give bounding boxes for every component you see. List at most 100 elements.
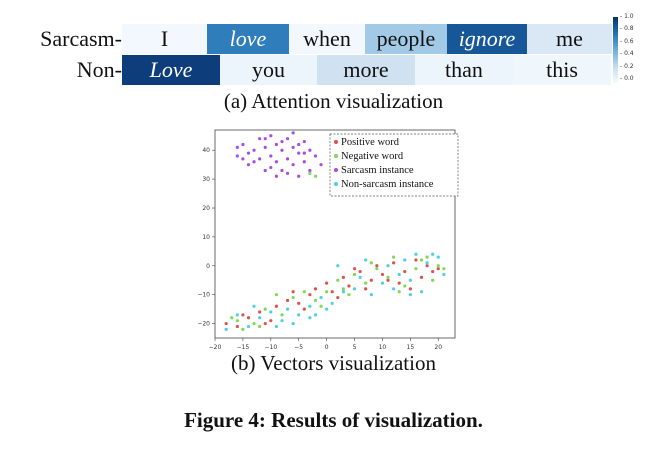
scatter-point xyxy=(274,142,278,147)
scatter-point xyxy=(235,319,239,323)
attention-word-cell: this xyxy=(513,55,611,85)
scatter-point xyxy=(297,301,301,305)
scatter-point xyxy=(224,321,228,326)
scatter-point xyxy=(403,269,407,274)
scatter-point xyxy=(408,293,412,297)
x-tick-label: 0 xyxy=(325,344,329,351)
scatter-point xyxy=(252,160,256,164)
scatter-point xyxy=(280,148,284,152)
scatter-point xyxy=(280,313,284,317)
scatter-point xyxy=(291,295,295,300)
scatter-point xyxy=(392,261,396,265)
x-tick-label: −20 xyxy=(209,344,222,351)
scatter-point xyxy=(442,272,446,277)
scatter-point xyxy=(397,290,401,294)
scatter-point xyxy=(224,327,228,331)
scatter-point xyxy=(325,281,329,285)
y-tick-label: 20 xyxy=(202,205,210,212)
scatter-point xyxy=(274,324,278,329)
scatter-point xyxy=(375,264,379,268)
scatter-point xyxy=(431,269,435,274)
x-tick-label: −5 xyxy=(294,344,303,351)
scatter-point xyxy=(386,275,390,279)
scatter-point xyxy=(285,157,290,161)
colorbar-tick-label: - 0.0 xyxy=(620,75,634,82)
scatter-point xyxy=(392,287,396,291)
scatter-point xyxy=(252,321,256,326)
scatter-point xyxy=(291,145,295,149)
colorbar-tick-label: - 0.6 xyxy=(620,37,634,45)
scatter-point xyxy=(330,301,334,305)
scatter-point xyxy=(246,151,251,155)
row-label: Non- xyxy=(76,57,122,82)
scatter-point xyxy=(269,165,273,170)
scatter-point xyxy=(263,137,267,141)
scatter-point xyxy=(425,264,429,268)
scatter-point xyxy=(319,295,323,300)
scatter-point xyxy=(419,275,424,279)
scatter-point xyxy=(336,278,340,282)
scatter-point xyxy=(246,316,251,320)
scatter-point xyxy=(336,295,340,300)
attention-word-cell: love xyxy=(207,24,289,54)
colorbar-tick-label: - 0.4 xyxy=(620,50,634,58)
scatter-point xyxy=(263,321,267,326)
attention-word-cell: people xyxy=(365,24,447,54)
attention-word-cell: I xyxy=(122,24,207,54)
scatter-point xyxy=(302,151,306,155)
scatter-point xyxy=(302,307,306,311)
vectors-scatter-plot: −20 −15 −10 −5 0 5 10 15 20 −20 −10 0 10 20 30 40 Positi… xyxy=(197,129,459,351)
plot-frame xyxy=(214,129,456,339)
scatter-point xyxy=(330,290,334,294)
colorbar-tick-label: - 0.8 xyxy=(620,25,634,33)
scatter-point xyxy=(414,258,418,262)
scatter-point xyxy=(419,258,424,262)
scatter-point xyxy=(308,316,312,320)
scatter-point xyxy=(302,139,306,144)
scatter-point xyxy=(258,310,262,314)
scatter-point xyxy=(352,272,357,277)
scatter-point xyxy=(397,281,401,285)
scatter-point xyxy=(263,168,267,173)
y-tick-label: 40 xyxy=(202,147,210,154)
scatter-point xyxy=(341,287,345,291)
scatter-point xyxy=(297,174,301,178)
scatter-point xyxy=(380,281,385,285)
scatter-point xyxy=(352,287,357,291)
legend-box xyxy=(329,133,459,197)
scatter-point xyxy=(241,142,245,147)
scatter-point xyxy=(269,319,273,323)
scatter-point xyxy=(436,267,440,271)
scatter-point xyxy=(252,304,256,308)
scatter-point xyxy=(425,261,429,265)
colorbar-tick-label: - 1.0 xyxy=(620,13,634,20)
scatter-point xyxy=(419,290,424,294)
y-tick-label: 30 xyxy=(202,176,210,183)
scatter-point xyxy=(274,293,278,297)
scatter-point xyxy=(313,154,318,158)
scatter-point xyxy=(269,310,273,314)
scatter-point xyxy=(414,267,418,271)
scatter-point xyxy=(297,313,301,317)
scatter-point xyxy=(274,160,278,164)
x-tick-label: 20 xyxy=(434,344,442,351)
scatter-point xyxy=(297,142,301,147)
scatter-point xyxy=(408,287,412,291)
scatter-point xyxy=(442,267,446,271)
colorbar-tick-label: - 0.2 xyxy=(620,62,634,70)
scatter-point xyxy=(308,293,312,297)
scatter-point xyxy=(274,174,278,178)
attention-row-non: Non- Love you more than this xyxy=(0,55,611,85)
legend-label: Non-sarcasm instance xyxy=(341,179,434,190)
scatter-point xyxy=(431,252,435,256)
y-tick-label: 0 xyxy=(206,263,210,270)
legend-marker xyxy=(334,140,338,144)
scatter-point xyxy=(308,304,312,308)
scatter-point xyxy=(352,267,357,271)
scatter-point xyxy=(308,171,312,175)
scatter-point xyxy=(235,154,239,158)
scatter-point xyxy=(358,275,362,279)
scatter-point xyxy=(341,275,345,279)
scatter-point xyxy=(241,157,245,161)
scatter-point xyxy=(285,171,290,175)
